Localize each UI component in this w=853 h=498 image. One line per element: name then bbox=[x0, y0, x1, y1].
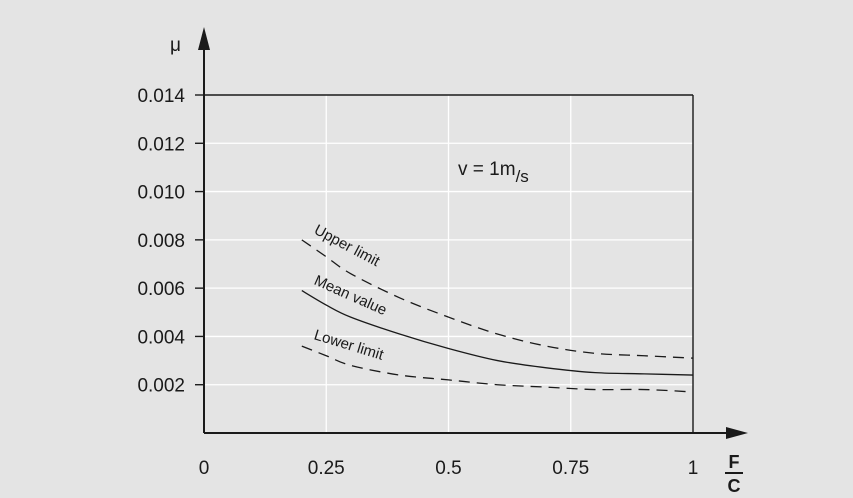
x-tick-label-2: 0.5 bbox=[435, 458, 461, 479]
x-tick-labels: 0 0.25 0.5 0.75 1 bbox=[199, 458, 699, 479]
series-label-mean-value: Mean value bbox=[312, 272, 390, 319]
y-tick-label-6: 0.014 bbox=[137, 86, 185, 107]
x-axis-label-numerator: F bbox=[729, 452, 740, 472]
x-tick-label-0: 0 bbox=[199, 458, 210, 479]
series-label-lower-limit: Lower limit bbox=[312, 327, 386, 364]
axes bbox=[195, 27, 748, 439]
series-lines bbox=[301, 239, 694, 393]
x-tick-label-4: 1 bbox=[688, 458, 699, 479]
series-line-lower-limit bbox=[301, 345, 694, 393]
velocity-annotation-unit: /s bbox=[516, 167, 529, 186]
x-axis-label-denominator: C bbox=[728, 476, 741, 496]
y-axis-label: μ bbox=[170, 35, 181, 56]
velocity-annotation-main: v = 1m bbox=[458, 159, 516, 180]
y-tick-label-4: 0.010 bbox=[137, 183, 185, 204]
x-tick-label-1: 0.25 bbox=[308, 458, 345, 479]
series-label-upper-limit: Upper limit bbox=[311, 221, 383, 270]
y-axis-arrow bbox=[198, 27, 210, 50]
series-line-mean-value bbox=[301, 289, 694, 376]
velocity-annotation: v = 1m/s bbox=[458, 159, 529, 186]
x-axis-arrow bbox=[726, 427, 748, 439]
series-line-upper-limit bbox=[301, 239, 694, 359]
y-tick-label-3: 0.008 bbox=[137, 231, 185, 252]
y-tick-label-2: 0.006 bbox=[137, 279, 185, 300]
x-tick-label-3: 0.75 bbox=[552, 458, 589, 479]
y-tick-labels: 0.002 0.004 0.006 0.008 0.010 0.012 0.014 bbox=[137, 86, 185, 397]
y-tick-label-1: 0.004 bbox=[137, 327, 185, 348]
y-tick-label-0: 0.002 bbox=[137, 376, 185, 397]
y-tick-label-5: 0.012 bbox=[137, 134, 185, 155]
grid bbox=[204, 95, 693, 433]
